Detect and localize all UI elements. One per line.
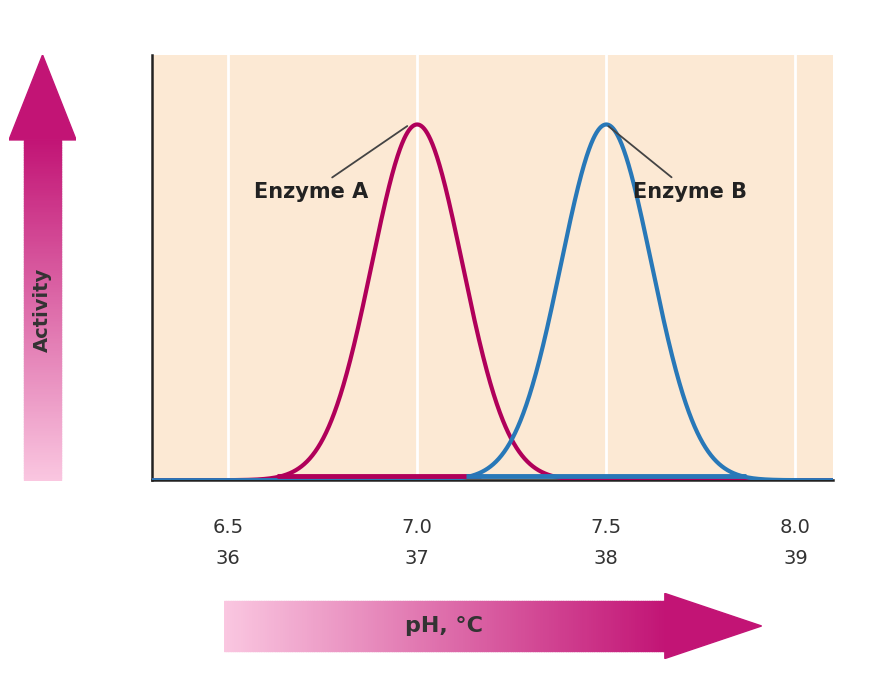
- Text: pH, °C: pH, °C: [405, 616, 484, 636]
- Text: 39: 39: [783, 549, 808, 568]
- Text: 36: 36: [216, 549, 240, 568]
- Text: 7.0: 7.0: [401, 518, 433, 537]
- Text: 8.0: 8.0: [780, 518, 811, 537]
- Text: 6.5: 6.5: [212, 518, 244, 537]
- Text: 7.5: 7.5: [590, 518, 622, 537]
- Text: Enzyme A: Enzyme A: [254, 126, 408, 202]
- Text: 37: 37: [405, 549, 429, 568]
- Text: 38: 38: [594, 549, 618, 568]
- Polygon shape: [665, 593, 762, 659]
- Text: Activity: Activity: [33, 268, 52, 352]
- Text: Enzyme B: Enzyme B: [608, 126, 746, 202]
- Polygon shape: [9, 55, 76, 140]
